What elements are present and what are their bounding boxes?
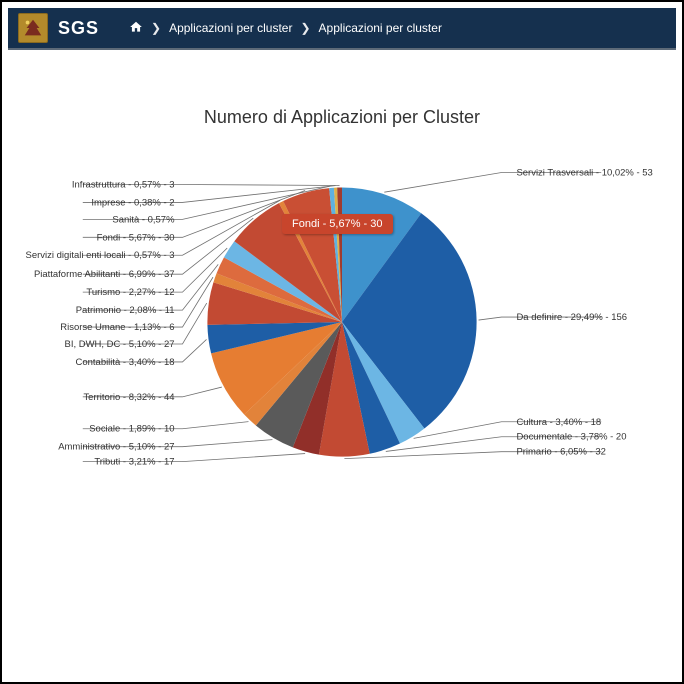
slice-label: Tributi - 3,21% - 17 [94,457,174,468]
crumb-level-1[interactable]: Applicazioni per cluster [169,21,292,35]
chevron-right-icon: ❯ [151,21,161,35]
slice-label: Documentale - 3,78% - 20 [516,432,626,443]
slice-label: Primario - 6,05% - 32 [516,447,605,458]
chevron-right-icon: ❯ [300,21,310,35]
slice-label: Turismo - 2,27% - 12 [86,287,174,298]
slice-label: Cultura - 3,40% - 18 [516,417,601,428]
slice-label: Territorio - 8,32% - 44 [83,392,174,403]
slice-label: Servizi digitali enti locali - 0,57% - 3 [26,250,175,261]
slice-label: Sociale - 1,89% - 10 [89,424,174,435]
chart-title: Numero di Applicazioni per Cluster [8,107,676,128]
slice-label: Da definire - 29,49% - 156 [516,312,627,323]
leader-line [83,277,213,327]
slice-label: Amministrativo - 5,10% - 27 [58,442,174,453]
content-area: Numero di Applicazioni per Cluster Servi… [8,52,676,676]
breadcrumb: ❯ Applicazioni per cluster ❯ Applicazion… [129,20,442,37]
slice-label: BI, DWH, DC - 5,10% - 27 [65,339,175,350]
pie-chart: Servizi Trasversali - 10,02% - 53 Da defi… [8,132,676,552]
slice-label: Sanità - 0,57% [112,214,175,225]
header-bar: SGS ❯ Applicazioni per cluster ❯ Applica… [8,8,676,50]
slice-label: Imprese - 0,38% - 2 [91,197,174,208]
chart-tooltip: Fondi - 5,67% - 30 [282,214,393,234]
slice-label: Fondi - 5,67% - 30 [97,232,175,243]
brand-logo [18,13,48,43]
slice-label: Patrimonio - 2,08% - 11 [76,305,175,316]
brand-name: SGS [58,18,99,39]
slice-label: Contabilità - 3,40% - 18 [76,357,175,368]
slice-label: Servizi Trasversali - 10,02% - 53 [516,167,652,178]
slice-label: Piattaforme Abilitanti - 6,99% - 37 [34,269,175,280]
slice-label: Infrastruttura - 0,57% - 3 [72,179,175,190]
slice-label: Risorse Umane - 1,13% - 6 [60,322,174,333]
home-icon[interactable] [129,20,143,37]
crumb-level-2: Applicazioni per cluster [319,21,442,35]
